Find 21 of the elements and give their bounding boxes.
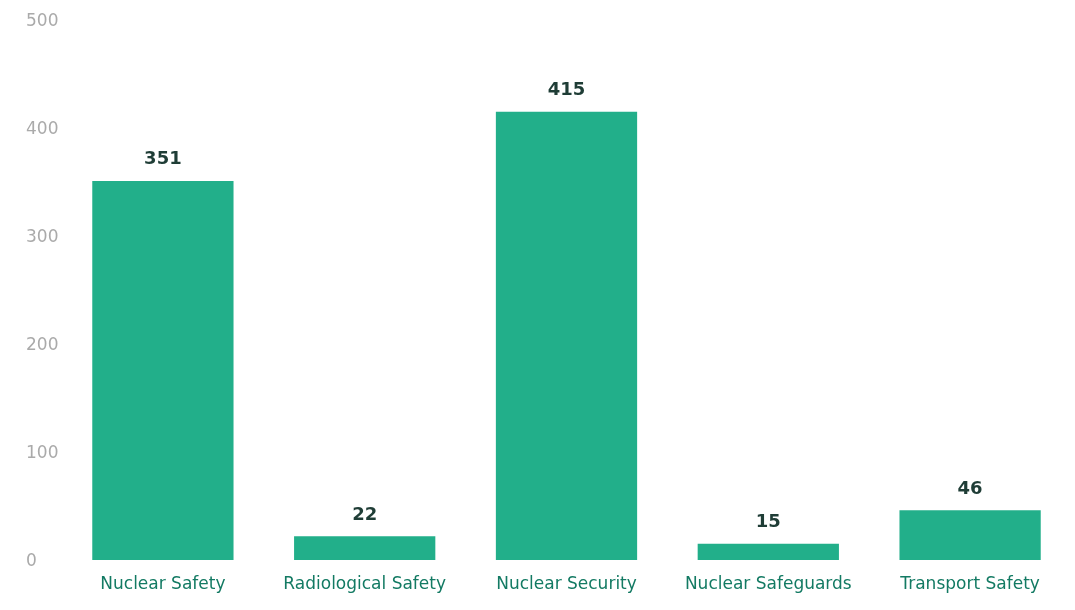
y-tick-label: 400 — [26, 118, 59, 138]
bar — [697, 543, 839, 560]
bar — [899, 510, 1041, 560]
x-tick-label: Nuclear Safeguards — [684, 572, 852, 593]
y-tick-label: 0 — [26, 550, 37, 570]
bar — [495, 111, 638, 560]
bar — [92, 180, 234, 560]
x-tick-label: Radiological Safety — [283, 572, 447, 593]
data-label: 46 — [957, 476, 983, 498]
data-label: 15 — [755, 510, 781, 532]
data-label: 415 — [547, 78, 586, 100]
x-tick-label: Nuclear Security — [496, 572, 637, 593]
y-tick-label: 300 — [26, 226, 59, 246]
y-tick-label: 200 — [26, 334, 59, 354]
x-tick-label: Nuclear Safety — [100, 572, 226, 593]
y-tick-label: 500 — [26, 10, 59, 30]
data-label: 351 — [144, 147, 182, 169]
data-label: 22 — [352, 502, 378, 524]
y-tick-label: 100 — [26, 442, 59, 462]
bar — [294, 536, 436, 560]
x-tick-label: Transport Safety — [899, 572, 1040, 593]
